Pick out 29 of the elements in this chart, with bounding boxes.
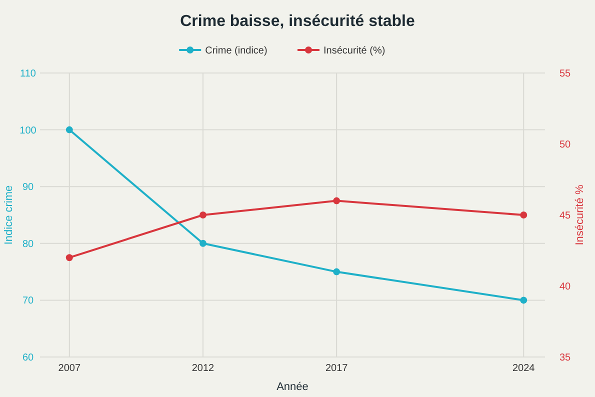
x-tick-label: 2017 <box>325 363 348 374</box>
point <box>520 296 528 304</box>
chart-title: Crime baisse, insécurité stable <box>180 13 415 30</box>
y2-tick-label: 40 <box>559 282 571 292</box>
legend-label: Crime (indice) <box>205 46 268 56</box>
point <box>66 254 73 262</box>
point <box>199 212 206 218</box>
y2-tick-label: 45 <box>559 210 571 222</box>
point <box>66 126 73 134</box>
y-axis-title: Indice crime <box>3 185 15 245</box>
y2-axis-title: Insécurité % <box>574 184 586 246</box>
point <box>520 212 528 218</box>
y-tick-label: 90 <box>22 182 34 194</box>
legend-label: Insécurité (%) <box>324 46 386 56</box>
y-tick-label: 60 <box>22 352 34 364</box>
y-tick-label: 80 <box>22 238 34 250</box>
point <box>199 240 206 247</box>
y-tick-label: 110 <box>20 68 36 80</box>
y2-tick-label: 50 <box>559 140 571 150</box>
y-tick-label: 100 <box>20 125 37 136</box>
point <box>333 268 340 276</box>
y-tick-label: 70 <box>22 296 34 307</box>
y2-tick-label: 35 <box>559 352 571 364</box>
x-tick-label: 2012 <box>192 363 215 374</box>
x-axis-title: Année <box>276 381 308 393</box>
x-tick-label: 2007 <box>58 363 81 374</box>
y2-tick-label: 55 <box>559 68 571 80</box>
point <box>333 197 340 204</box>
x-tick-label: 2024 <box>512 363 536 374</box>
